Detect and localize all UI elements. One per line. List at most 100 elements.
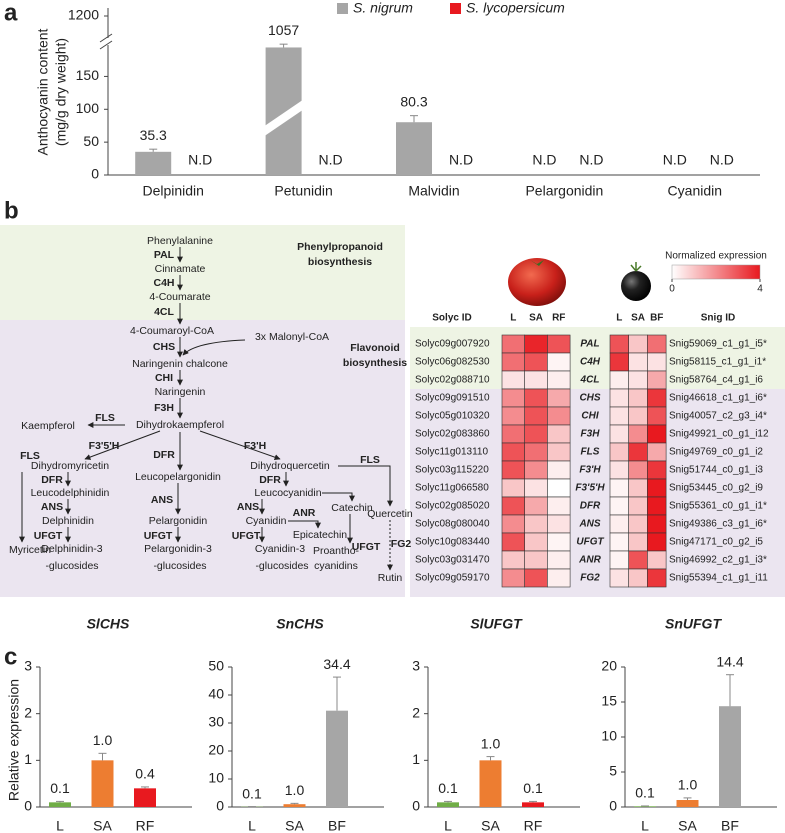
heat-cell [628,370,648,390]
y-tick-label: 20 [208,742,224,758]
legend-title: Normalized expression [665,251,767,262]
x-tick-label: L [248,818,256,833]
bar [396,122,432,175]
enzyme: F3H [154,402,174,414]
value-label: 1.0 [285,782,305,798]
heat-cell [547,406,571,426]
heat-cell [547,352,571,372]
value-label: 80.3 [400,93,427,109]
y-tick-label: 0 [216,798,224,814]
gene-id: Solyc09g091510 [415,393,490,404]
heat-cell [609,352,630,372]
enzyme: DFR [153,449,175,461]
heat-cell [609,334,630,354]
heat-cell [647,388,667,408]
gene-id: Solyc10g083440 [415,537,490,548]
heat-cell [609,514,630,534]
heat-cell [647,406,667,426]
bar [283,804,306,807]
heat-cell [628,478,648,498]
heat-cell [501,352,526,372]
legend-swatch [337,3,348,14]
y-tick-label: 100 [76,100,100,116]
id-header: Snig ID [701,313,735,324]
heat-cell [524,424,548,444]
enzyme: ANS [237,501,259,513]
legend-label: S. lycopersicum [466,0,565,16]
gene-name: CHS [579,393,600,404]
x-tick-label: Cyanidin [668,183,722,199]
y-axis-label: Anthocyanin content [35,28,51,155]
metabolite: 3x Malonyl-CoA [255,331,329,343]
nigrum-berry [621,271,651,301]
column-label: SA [529,313,543,324]
heat-cell [609,460,630,480]
bar [326,710,348,807]
y-tick-label: 0 [412,798,420,814]
value-label: 34.4 [323,656,350,672]
gene-name: F3'H [579,465,601,476]
metabolite: Catechin [331,502,373,514]
heat-cell [628,514,648,534]
enzyme: DFR [41,474,63,486]
heat-cell [628,460,648,480]
bar-break [261,98,306,138]
metabolite: Pelargonidin-3 [144,543,212,555]
metabolite: Naringenin chalcone [132,358,228,370]
heat-cell [609,370,630,390]
y-tick-label: 3 [24,658,32,674]
heat-cell [501,532,526,552]
colorbar-tick-label: 4 [757,284,763,295]
heat-cell [547,388,571,408]
gene-name: 4CL [580,375,600,386]
x-tick-label: SA [93,818,112,833]
value-label: N.D [663,152,687,168]
pathway-arrow [338,465,393,507]
y-tick-label: 1 [24,751,32,767]
metabolite: Cyanidin [246,515,287,527]
panel-label: b [4,197,19,224]
bar [634,806,656,807]
heat-cell [501,550,526,570]
enzyme: CHS [153,341,175,353]
heat-cell [628,496,648,516]
heat-cell [647,496,667,516]
heat-cell [547,370,571,390]
x-tick-label: BF [721,818,739,833]
enzyme: FLS [360,454,380,466]
gene-id: Solyc08g080040 [415,519,490,530]
heat-cell [524,406,548,426]
metabolite: Rutin [378,572,403,584]
enzyme: DFR [259,474,281,486]
x-tick-label: Pelargonidin [525,183,603,199]
gene-id: Snig58764_c4_g1_i6 [669,375,763,386]
y-tick-label: 0 [91,166,99,182]
heat-cell [501,568,526,588]
section-label: biosynthesis [308,256,372,268]
enzyme: C4H [153,277,174,289]
heatmap-green-bg [410,327,785,389]
metabolite: Naringenin [155,386,206,398]
x-tick-label: SA [678,818,697,833]
y-tick-label: 2 [24,704,32,720]
heat-cell [524,388,548,408]
metabolite: Leucodelphinidin [31,487,110,499]
phenylpropanoid-bg [0,225,405,320]
gene-id: Solyc11g066580 [415,483,489,494]
metabolite: Phenylalanine [147,235,213,247]
y-axis-label: (mg/g dry weight) [53,38,69,146]
heat-cell [524,334,548,354]
heat-cell [547,442,571,462]
y-tick-label: 10 [601,728,617,744]
x-tick-label: Petunidin [274,183,332,199]
bar [676,800,699,807]
heat-cell [647,442,667,462]
colorbar-tick-label: 0 [669,284,675,295]
gene-id: Solyc09g007920 [415,339,490,350]
pathway-arrow [182,339,246,356]
gene-id: Snig46618_c1_g1_i6* [669,393,767,404]
enzyme: ANS [41,501,63,513]
y-tick-label: 10 [208,770,224,786]
y-tick-label: 150 [76,67,100,83]
bar [522,802,544,807]
